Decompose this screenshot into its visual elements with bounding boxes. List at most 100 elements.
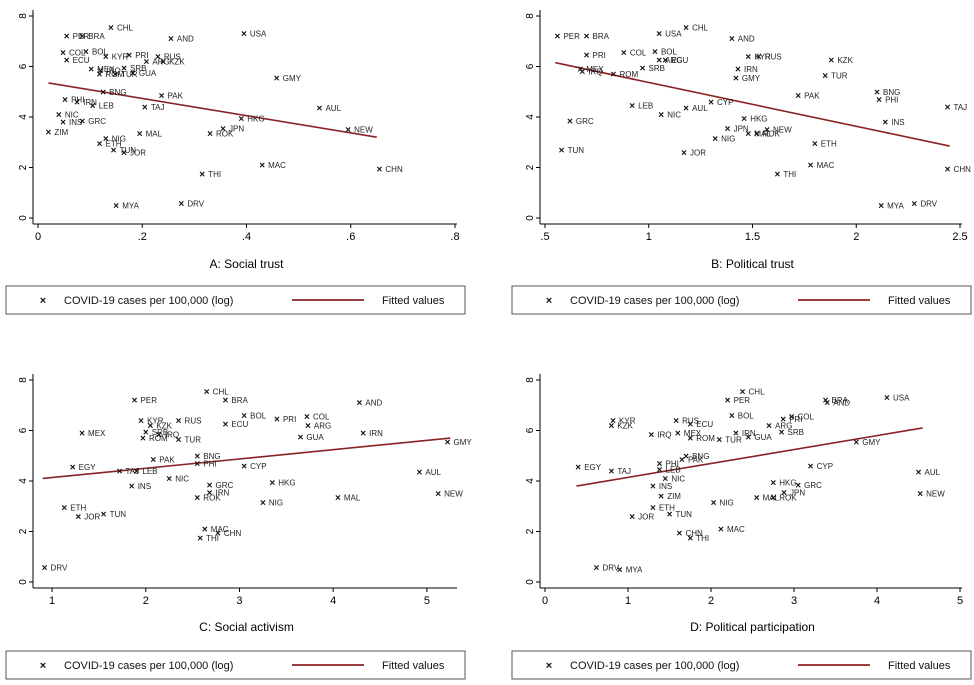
data-point-label: PAK [688, 456, 704, 465]
data-point-label: IRN [742, 429, 756, 438]
data-point-label: ROM [106, 70, 125, 79]
data-point-marker: × [215, 528, 221, 539]
legend-marker-label: COVID-19 cases per 100,000 (log) [570, 295, 739, 307]
data-point-marker: × [629, 512, 635, 523]
x-tick-label: 1.5 [745, 231, 760, 243]
data-point-marker: × [70, 463, 76, 474]
data-point-marker: × [733, 429, 739, 440]
data-point-marker: × [132, 396, 138, 407]
data-point-marker: × [876, 95, 882, 106]
data-point-label: ROM [149, 434, 168, 443]
fitted-line [42, 437, 451, 480]
legend-line-label: Fitted values [888, 295, 951, 307]
data-point-label: PER [563, 32, 580, 41]
data-point-label: CHL [749, 387, 766, 396]
data-point-marker: × [260, 498, 266, 509]
data-point-label: ROM [619, 70, 638, 79]
data-point-label: ECU [73, 56, 90, 65]
x-tick-label: 3 [236, 595, 242, 607]
data-point-marker: × [652, 47, 658, 58]
data-point-marker: × [608, 466, 614, 477]
data-point-marker: × [584, 32, 590, 43]
data-point-label: MYA [122, 201, 139, 210]
legend-marker-symbol: × [546, 295, 552, 307]
data-point-label: HKG [247, 114, 264, 123]
data-point-marker: × [916, 468, 922, 479]
data-point-marker: × [138, 416, 144, 427]
data-point-label: IRQ [165, 430, 179, 439]
data-point-marker: × [795, 480, 801, 491]
data-point-marker: × [679, 455, 685, 466]
data-point-label: CYP [250, 462, 266, 471]
data-point-marker: × [46, 128, 52, 139]
data-point-marker: × [812, 139, 818, 150]
data-point-marker: × [274, 415, 280, 426]
legend: × COVID-19 cases per 100,000 (log) Fitted … [511, 285, 972, 315]
data-point-label: KZK [837, 56, 853, 65]
data-point-marker: × [575, 463, 581, 474]
data-point-label: NIC [65, 110, 79, 119]
data-point-marker: × [222, 420, 228, 431]
data-point-marker: × [103, 52, 109, 63]
legend: × COVID-19 cases per 100,000 (log) Fitted … [5, 285, 466, 315]
data-point-label: ECU [231, 420, 248, 429]
data-point-label: BRA [231, 396, 248, 405]
data-point-label: JPN [790, 488, 805, 497]
data-point-marker: × [683, 23, 689, 34]
data-point-marker: × [795, 91, 801, 102]
data-point-label: PAK [168, 92, 184, 101]
data-point-label: LEB [99, 102, 114, 111]
data-point-marker: × [62, 95, 68, 106]
data-point-label: CYP [817, 462, 833, 471]
legend-marker-label: COVID-19 cases per 100,000 (log) [570, 660, 739, 672]
data-point-label: TAJ [617, 467, 631, 476]
x-tick-label: 0 [35, 231, 41, 243]
data-point-marker: × [335, 493, 341, 504]
data-point-marker: × [435, 489, 441, 500]
data-point-marker: × [197, 533, 203, 544]
data-point-label: GRC [215, 481, 233, 490]
data-point-label: BOL [661, 47, 678, 56]
y-tick-label: 0 [525, 579, 536, 585]
data-point-marker: × [111, 145, 117, 156]
data-point-marker: × [64, 56, 70, 67]
data-point-label: GMY [454, 438, 473, 447]
data-point-label: IRN [369, 429, 383, 438]
data-point-marker: × [166, 474, 172, 485]
data-point-label: ROK [763, 129, 781, 138]
data-point-label: SRB [649, 64, 665, 73]
data-point-label: AND [177, 35, 194, 44]
fitted-line [555, 61, 950, 147]
y-tick-label: 6 [525, 427, 536, 433]
data-point-label: ARG [665, 56, 682, 65]
data-point-label: JPN [229, 124, 244, 133]
data-point-marker: × [42, 563, 48, 574]
x-axis-label: C: Social activism [199, 620, 294, 634]
x-tick-label: .6 [346, 231, 355, 243]
data-point-marker: × [911, 199, 917, 210]
data-point-marker: × [712, 134, 718, 145]
data-point-marker: × [238, 114, 244, 125]
data-point-label: COL [798, 413, 815, 422]
data-point-label: NEW [926, 490, 945, 499]
y-tick-label: 6 [18, 427, 29, 433]
data-point-marker: × [207, 129, 213, 140]
data-point-label: KZK [156, 421, 172, 430]
data-point-label: TUN [120, 146, 137, 155]
data-point-label: MAL [754, 129, 771, 138]
data-point-label: SRB [130, 64, 146, 73]
data-point-marker: × [594, 563, 600, 574]
data-point-marker: × [657, 459, 663, 470]
data-point-marker: × [808, 461, 814, 472]
data-point-marker: × [100, 87, 106, 98]
data-point-marker: × [718, 524, 724, 535]
data-point-marker: × [774, 169, 780, 180]
data-point-marker: × [207, 480, 213, 491]
data-point-label: PER [141, 396, 158, 405]
data-point-marker: × [274, 73, 280, 84]
data-point-label: DRV [920, 199, 937, 208]
data-point-label: DRV [602, 563, 619, 572]
data-point-marker: × [754, 493, 760, 504]
data-point-marker: × [159, 91, 165, 102]
